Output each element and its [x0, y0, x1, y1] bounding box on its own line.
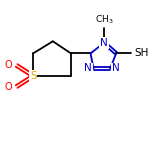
Text: CH$_3$: CH$_3$ [95, 14, 113, 26]
Text: N: N [100, 38, 108, 48]
Text: N: N [112, 63, 119, 73]
Text: N: N [84, 63, 92, 73]
Text: SH: SH [134, 48, 149, 58]
Text: O: O [4, 60, 12, 70]
Text: S: S [30, 71, 36, 81]
Text: O: O [4, 82, 12, 92]
